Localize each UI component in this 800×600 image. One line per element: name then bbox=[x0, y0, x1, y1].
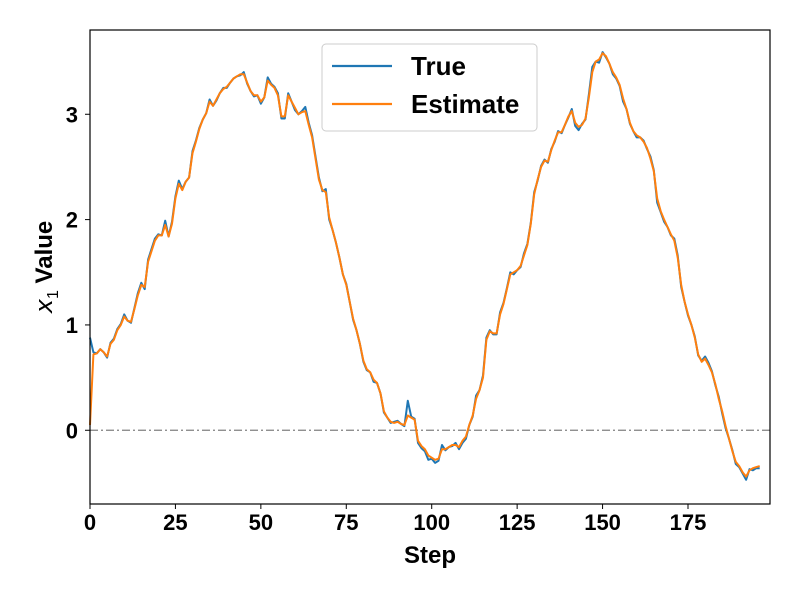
y-axis-title-text: Value bbox=[31, 221, 58, 290]
y-axis-title: x1 Value bbox=[30, 221, 62, 314]
x-axis-title: Step bbox=[404, 542, 456, 569]
x-tick-label: 50 bbox=[249, 510, 273, 535]
x-tick-label: 175 bbox=[670, 510, 707, 535]
x-tick-label: 75 bbox=[334, 510, 358, 535]
x-tick-label: 125 bbox=[499, 510, 536, 535]
y-tick-label: 3 bbox=[66, 102, 78, 127]
series-line-estimate bbox=[89, 52, 760, 478]
x-tick-label: 100 bbox=[413, 510, 450, 535]
y-tick-label: 1 bbox=[66, 313, 78, 338]
series-layer bbox=[89, 51, 760, 481]
y-tick-label: 2 bbox=[66, 208, 78, 233]
y-axis-title-variable: x bbox=[30, 298, 58, 314]
legend-label-estimate: Estimate bbox=[411, 89, 519, 119]
y-tick-label: 0 bbox=[66, 418, 78, 443]
x-tick-label: 25 bbox=[163, 510, 187, 535]
x-tick-label: 150 bbox=[584, 510, 621, 535]
y-axis: 0 1 2 3 bbox=[66, 102, 90, 443]
legend: True Estimate bbox=[321, 43, 538, 132]
legend-label-true: True bbox=[411, 51, 466, 81]
x-axis: 0 25 50 75 100 125 150 175 bbox=[84, 504, 706, 535]
plot-frame bbox=[89, 29, 771, 505]
y-axis-title-subscript: 1 bbox=[45, 290, 62, 299]
x-tick-label: 0 bbox=[84, 510, 96, 535]
